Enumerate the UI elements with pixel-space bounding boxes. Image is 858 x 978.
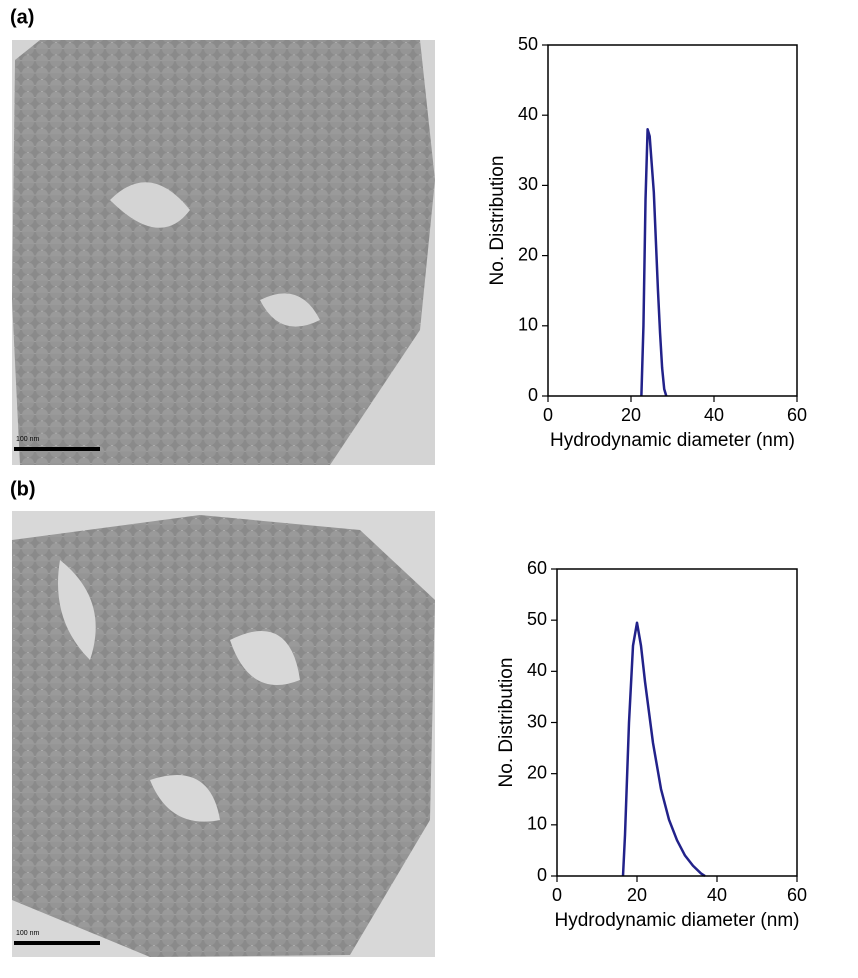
x-axis-label: Hydrodynamic diameter (nm) xyxy=(550,430,795,451)
x-tick-label: 0 xyxy=(543,405,553,425)
y-tick-label: 60 xyxy=(527,558,547,578)
data-line xyxy=(621,621,706,878)
y-tick-label: 50 xyxy=(518,34,538,54)
scale-bar-label: 100 nm xyxy=(16,930,40,937)
y-tick-label: 40 xyxy=(527,660,547,680)
plot-frame xyxy=(547,44,798,397)
y-tick-label: 10 xyxy=(518,315,538,335)
x-tick-label: 0 xyxy=(552,885,562,905)
y-tick-label: 0 xyxy=(537,865,547,885)
x-tick-label: 40 xyxy=(707,885,727,905)
x-tick-label: 40 xyxy=(704,405,724,425)
y-tick-label: 30 xyxy=(518,174,538,194)
y-tick-label: 0 xyxy=(528,385,538,405)
y-tick-label: 30 xyxy=(527,711,547,731)
x-axis-label: Hydrodynamic diameter (nm) xyxy=(555,910,800,931)
x-tick-label: 20 xyxy=(627,885,647,905)
panel-label: (a) xyxy=(10,6,34,28)
y-tick-label: 20 xyxy=(518,244,538,264)
data-line xyxy=(640,127,668,397)
x-tick-label: 20 xyxy=(621,405,641,425)
x-tick-label: 60 xyxy=(787,885,807,905)
y-tick-label: 40 xyxy=(518,104,538,124)
y-axis-label: No. Distribution xyxy=(496,658,517,788)
tem-image-a xyxy=(12,40,435,465)
plot-frame xyxy=(556,568,798,877)
y-tick-label: 20 xyxy=(527,762,547,782)
x-tick-label: 60 xyxy=(787,405,807,425)
y-tick-label: 50 xyxy=(527,609,547,629)
scale-bar-label: 100 nm xyxy=(16,436,40,443)
y-tick-label: 10 xyxy=(527,814,547,834)
panel-label: (b) xyxy=(10,478,36,500)
y-axis-label: No. Distribution xyxy=(487,156,508,286)
tem-image-b xyxy=(12,511,435,957)
